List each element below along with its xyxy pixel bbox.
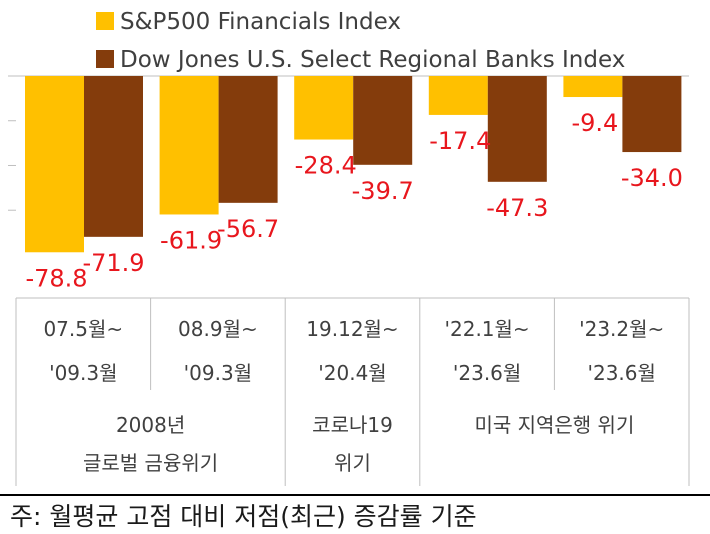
period-label-3-end: '20.4월 bbox=[318, 361, 386, 385]
bar-sp500-5 bbox=[563, 76, 623, 98]
legend-swatch-1 bbox=[96, 12, 114, 30]
bar-regional-banks-5 bbox=[622, 76, 682, 153]
bar-sp500-1 bbox=[25, 76, 84, 253]
bar-sp500-2 bbox=[159, 76, 219, 215]
bar-regional-banks-2 bbox=[218, 76, 278, 203]
value-label-regional-banks-4: -47.3 bbox=[486, 194, 548, 222]
value-label-sp500-5: -9.4 bbox=[571, 109, 618, 137]
category-axis-table: 07.5월~ '09.3월 08.9월~ '09.3월 19.12월~ '20.4월 '22… bbox=[15, 297, 690, 486]
legend: S&P500 Financials Index Dow Jones U.S. Se… bbox=[96, 9, 625, 73]
period-label-3-start: 19.12월~ bbox=[306, 317, 398, 341]
value-label-sp500-4: -17.4 bbox=[429, 127, 491, 155]
bar-regional-banks-1 bbox=[84, 76, 143, 237]
bar-sp500-4 bbox=[428, 76, 488, 115]
value-label-regional-banks-5: -34.0 bbox=[621, 164, 683, 192]
value-label-regional-banks-1: -71.9 bbox=[82, 249, 144, 277]
group-label-1-line-1: 2008년 bbox=[116, 413, 185, 437]
value-labels: -78.8-71.9 -61.9-56.7 -28.4-39.7 -17.4 -47.3… bbox=[25, 109, 683, 292]
bar-regional-banks-3 bbox=[353, 76, 413, 165]
period-label-2-end: '09.3월 bbox=[184, 361, 252, 385]
footnote: 주: 월평균 고점 대비 저점(최근) 증감률 기준 bbox=[10, 502, 477, 531]
period-label-5-end: '23.6월 bbox=[587, 361, 655, 385]
legend-swatch-2 bbox=[96, 50, 114, 68]
bar-regional-banks-4 bbox=[487, 76, 547, 182]
period-label-4-end: '23.6월 bbox=[453, 361, 521, 385]
period-label-2-start: 08.9월~ bbox=[178, 317, 258, 341]
period-label-5-start: '23.2월~ bbox=[579, 317, 664, 341]
period-label-1-end: '09.3월 bbox=[49, 361, 117, 385]
group-label-2-line-2: 위기 bbox=[334, 451, 371, 475]
legend-label-1: S&P500 Financials Index bbox=[120, 9, 401, 35]
period-label-4-start: '22.1월~ bbox=[445, 317, 530, 341]
value-label-sp500-3: -28.4 bbox=[295, 152, 357, 180]
bars bbox=[25, 76, 682, 253]
legend-label-2: Dow Jones U.S. Select Regional Banks Ind… bbox=[120, 47, 625, 73]
value-label-regional-banks-3: -39.7 bbox=[352, 177, 414, 205]
period-label-1-start: 07.5월~ bbox=[43, 317, 123, 341]
group-label-2-line-1: 코로나19 bbox=[312, 413, 393, 437]
group-label-3-line-1: 미국 지역은행 위기 bbox=[474, 413, 634, 437]
bar-sp500-3 bbox=[294, 76, 354, 140]
value-label-sp500-2: -61.9 bbox=[160, 226, 222, 254]
group-label-1-line-2: 글로벌 금융위기 bbox=[83, 451, 218, 475]
value-label-regional-banks-2: -56.7 bbox=[217, 215, 279, 243]
value-label-sp500-1: -78.8 bbox=[25, 264, 87, 292]
